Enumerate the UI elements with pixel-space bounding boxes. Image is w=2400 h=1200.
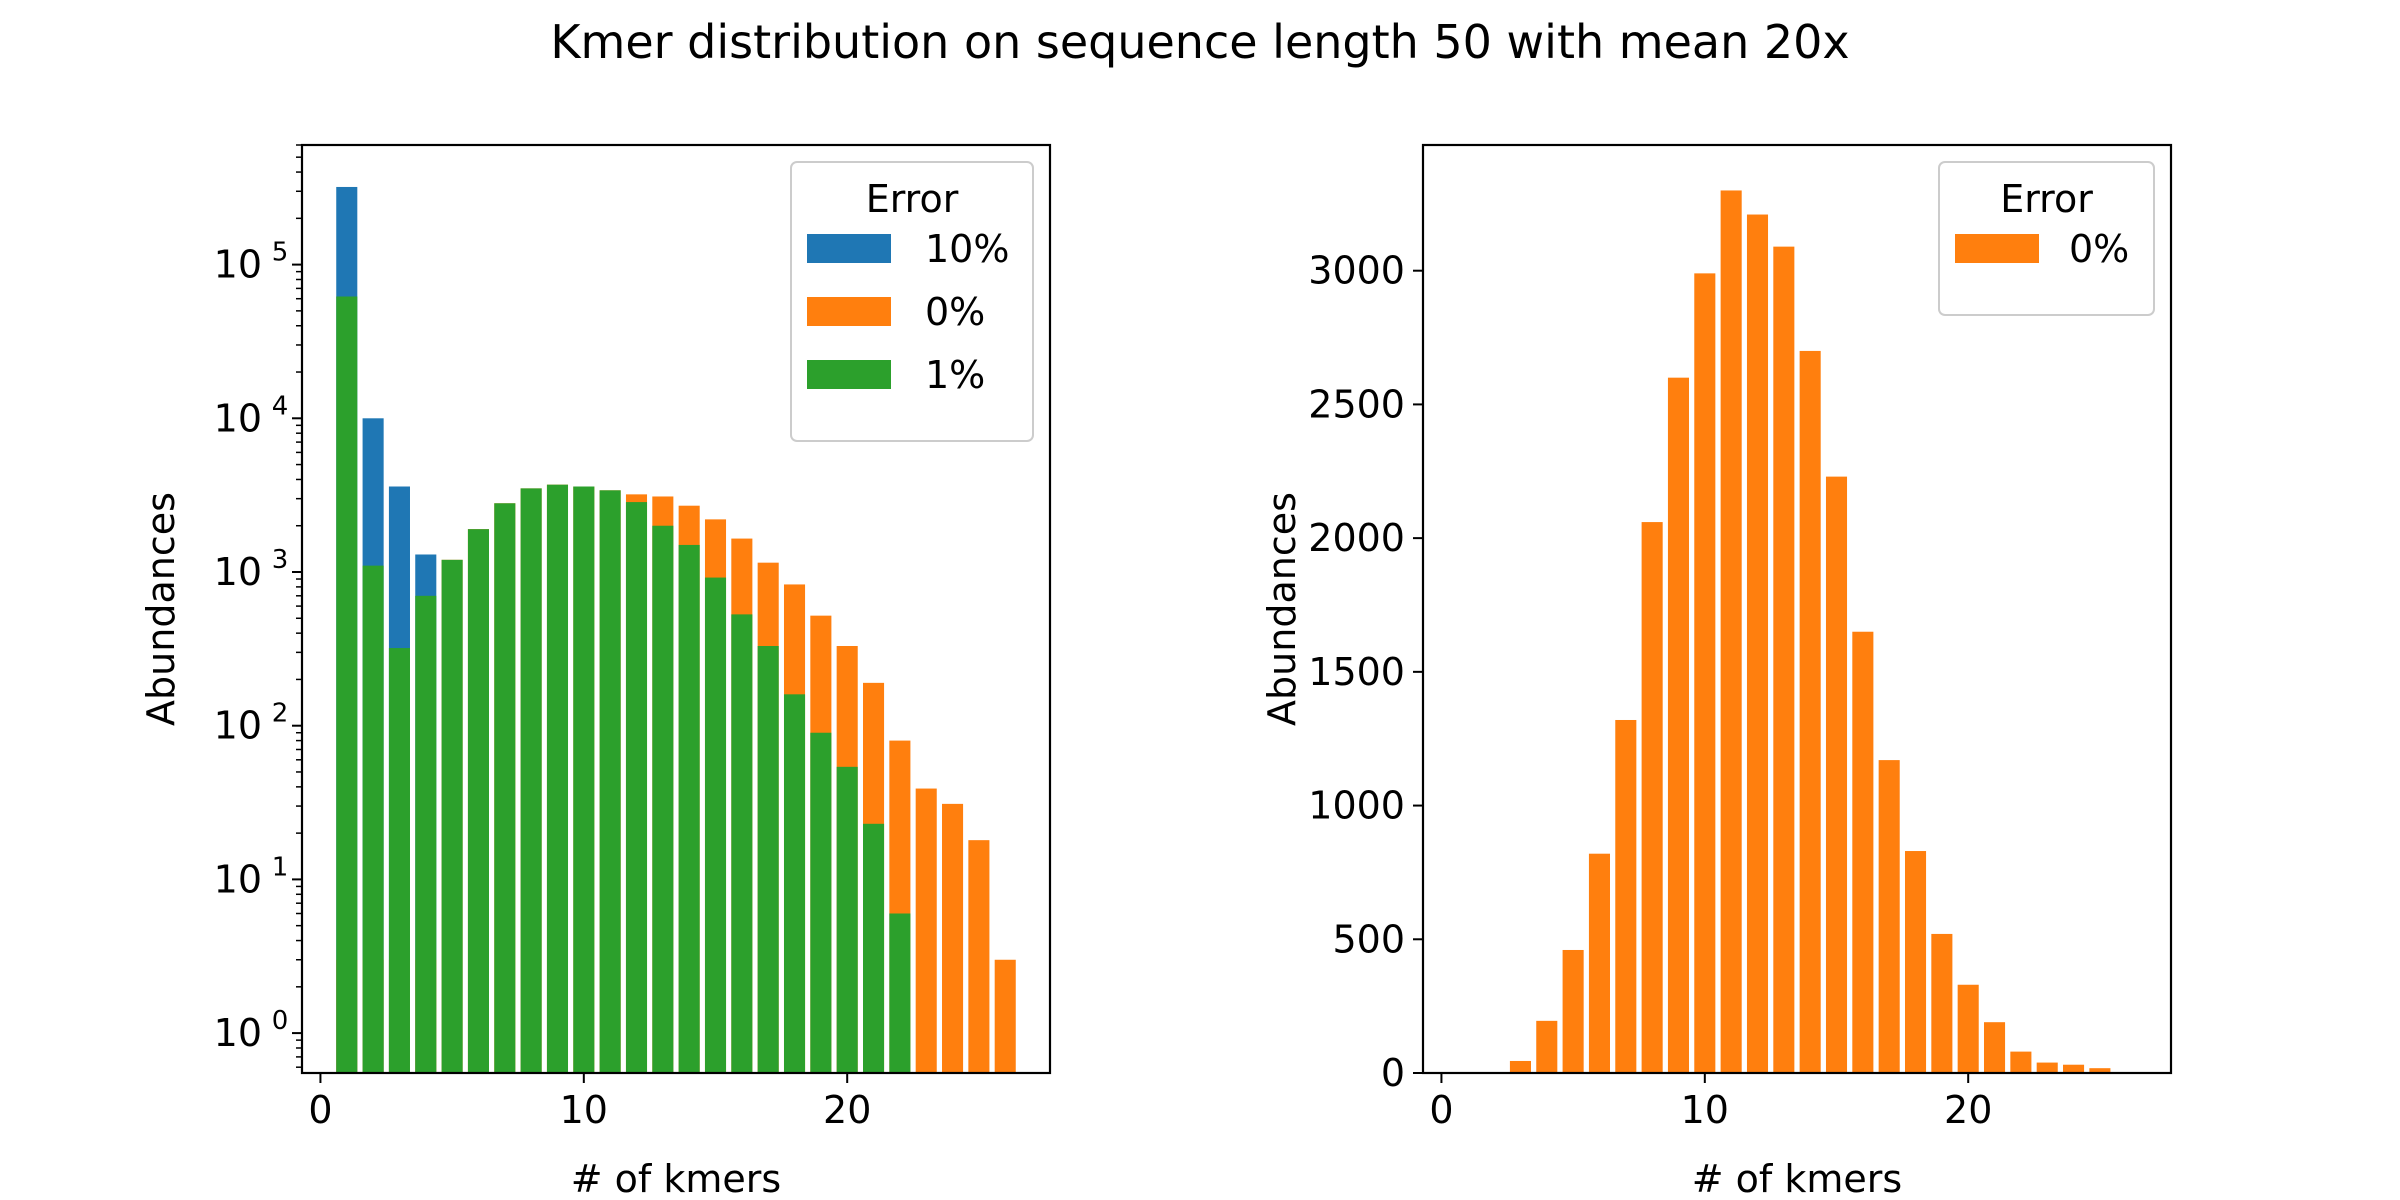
bar-1pct-4 <box>415 595 437 1073</box>
y-tick-label: 10 <box>214 1011 262 1055</box>
bar-1pct-1 <box>336 296 358 1073</box>
bar-0pct-7 <box>1615 719 1637 1073</box>
legend-swatch <box>807 297 891 326</box>
bar-1pct-15 <box>704 577 727 1073</box>
y-tick-exponent: 5 <box>272 238 289 268</box>
bar-0pct-26 <box>994 959 1016 1073</box>
y-tick-label: 3000 <box>1308 249 1405 293</box>
bar-0pct-24 <box>2063 1064 2085 1073</box>
x-axis-label: # of kmers <box>571 1157 781 1200</box>
bar-1pct-20 <box>836 766 858 1073</box>
bar-1pct-19 <box>810 732 832 1073</box>
legend-swatch <box>807 360 891 389</box>
bar-0pct-23 <box>915 788 937 1073</box>
axes-frame <box>300 143 1052 1075</box>
bar-1pct-7 <box>494 503 516 1073</box>
bar-0pct-6 <box>1588 853 1610 1073</box>
bar-1pct-22 <box>889 913 911 1073</box>
bar-1pct-5 <box>441 559 463 1073</box>
bar-1pct-12 <box>625 502 648 1074</box>
bar-0pct-18 <box>1904 851 1927 1073</box>
bar-0pct-4 <box>1536 1020 1558 1073</box>
bar-0pct-11 <box>1720 190 1742 1073</box>
bar-0pct-25 <box>2089 1068 2111 1073</box>
y-axis-label: Abundances <box>1260 492 1304 726</box>
y-tick-label: 10 <box>214 396 262 440</box>
legend: Error 10% 0% 1% <box>790 161 1034 442</box>
bar-0pct-12 <box>1746 214 1769 1073</box>
x-tick-label: 20 <box>1944 1088 1992 1132</box>
y-tick-label: 1500 <box>1308 650 1405 694</box>
y-tick-exponent: 1 <box>272 852 289 882</box>
bar-0pct-15 <box>1825 476 1848 1073</box>
bar-0pct-10 <box>1694 273 1716 1073</box>
bar-1pct-10 <box>573 486 595 1073</box>
subplot-1: 0 10 20 10 0 10 1 10 2 10 3 10 4 10 5 # of kmers Abundan… <box>139 143 1052 1200</box>
bar-1pct-16 <box>731 614 753 1073</box>
x-axis-label: # of kmers <box>1692 1157 1902 1200</box>
legend: Error 0% <box>1938 161 2155 316</box>
y-axis-label: Abundances <box>139 492 183 726</box>
bar-0pct-17 <box>1878 760 1900 1073</box>
legend-swatch <box>1955 234 2039 263</box>
bar-0pct-25 <box>968 840 990 1073</box>
bar-0pct-23 <box>2036 1062 2058 1073</box>
x-tick-label: 0 <box>1429 1088 1453 1132</box>
legend-entry: 0% <box>925 290 985 334</box>
figure-title: Kmer distribution on sequence length 50 … <box>550 15 1849 69</box>
bar-0pct-13 <box>1773 246 1795 1073</box>
y-tick-exponent: 0 <box>272 1006 289 1036</box>
x-tick-label: 20 <box>823 1088 871 1132</box>
bar-0pct-20 <box>1957 984 1979 1073</box>
bar-1pct-13 <box>652 525 674 1073</box>
bar-1pct-9 <box>546 484 569 1073</box>
bar-0pct-14 <box>1799 350 1821 1073</box>
bar-1pct-14 <box>678 544 700 1073</box>
bar-0pct-9 <box>1667 377 1690 1073</box>
bar-0pct-19 <box>1931 933 1953 1073</box>
bar-0pct-5 <box>1562 949 1584 1073</box>
legend-entry: 10% <box>925 227 1009 271</box>
y-tick-label: 0 <box>1381 1051 1405 1095</box>
bar-1pct-2 <box>362 565 384 1073</box>
x-tick-label: 10 <box>560 1088 608 1132</box>
bar-1pct-3 <box>388 648 410 1073</box>
bar-1pct-21 <box>863 823 885 1073</box>
subplot-2: 0 10 20 0 500 1000 1500 2000 2500 3000 # of kmers A… <box>1260 143 2173 1200</box>
legend-title: Error <box>866 177 959 221</box>
legend-swatch <box>807 234 891 263</box>
y-tick-exponent: 2 <box>272 699 289 729</box>
y-tick-label: 10 <box>214 243 262 287</box>
y-tick-label: 10 <box>214 550 262 594</box>
axes-frame <box>1421 143 2173 1075</box>
x-tick-label: 10 <box>1681 1088 1729 1132</box>
bar-1pct-6 <box>467 529 489 1073</box>
bar-1pct-11 <box>599 490 621 1073</box>
x-tick-label: 0 <box>308 1088 332 1132</box>
bar-0pct-21 <box>1984 1022 2006 1073</box>
legend-title: Error <box>2000 177 2093 221</box>
y-tick-label: 2500 <box>1308 382 1405 426</box>
y-tick-label: 2000 <box>1308 516 1405 560</box>
y-tick-exponent: 4 <box>272 391 289 421</box>
bar-0pct-8 <box>1641 522 1663 1073</box>
bar-1pct-17 <box>757 646 779 1073</box>
legend-frame <box>1938 161 2155 316</box>
bar-0pct-3 <box>1509 1060 1531 1073</box>
legend-entry: 1% <box>925 353 985 397</box>
y-tick-label: 10 <box>214 857 262 901</box>
y-tick-label: 500 <box>1332 917 1405 961</box>
y-tick-exponent: 3 <box>272 545 289 575</box>
y-tick-label: 1000 <box>1308 784 1405 828</box>
bar-1pct-8 <box>520 488 542 1073</box>
bar-1pct-18 <box>783 694 806 1073</box>
bar-0pct-24 <box>942 803 964 1073</box>
bar-0pct-22 <box>2010 1051 2032 1073</box>
bar-0pct-16 <box>1852 631 1874 1073</box>
y-tick-label: 10 <box>214 704 262 748</box>
legend-entry: 0% <box>2069 227 2129 271</box>
